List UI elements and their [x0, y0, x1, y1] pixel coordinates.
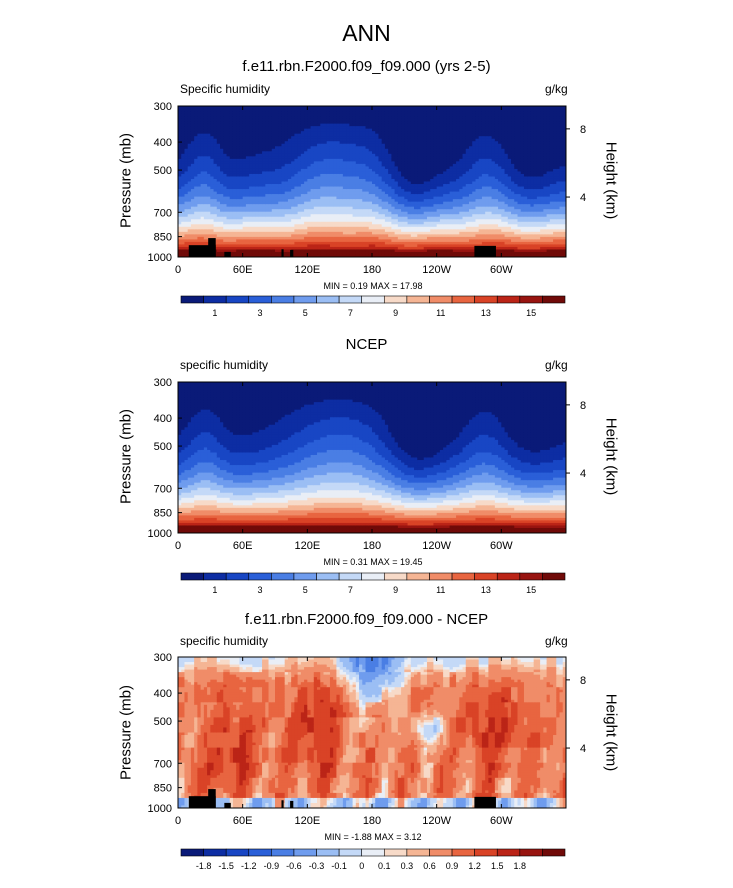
contour-field	[178, 106, 567, 258]
